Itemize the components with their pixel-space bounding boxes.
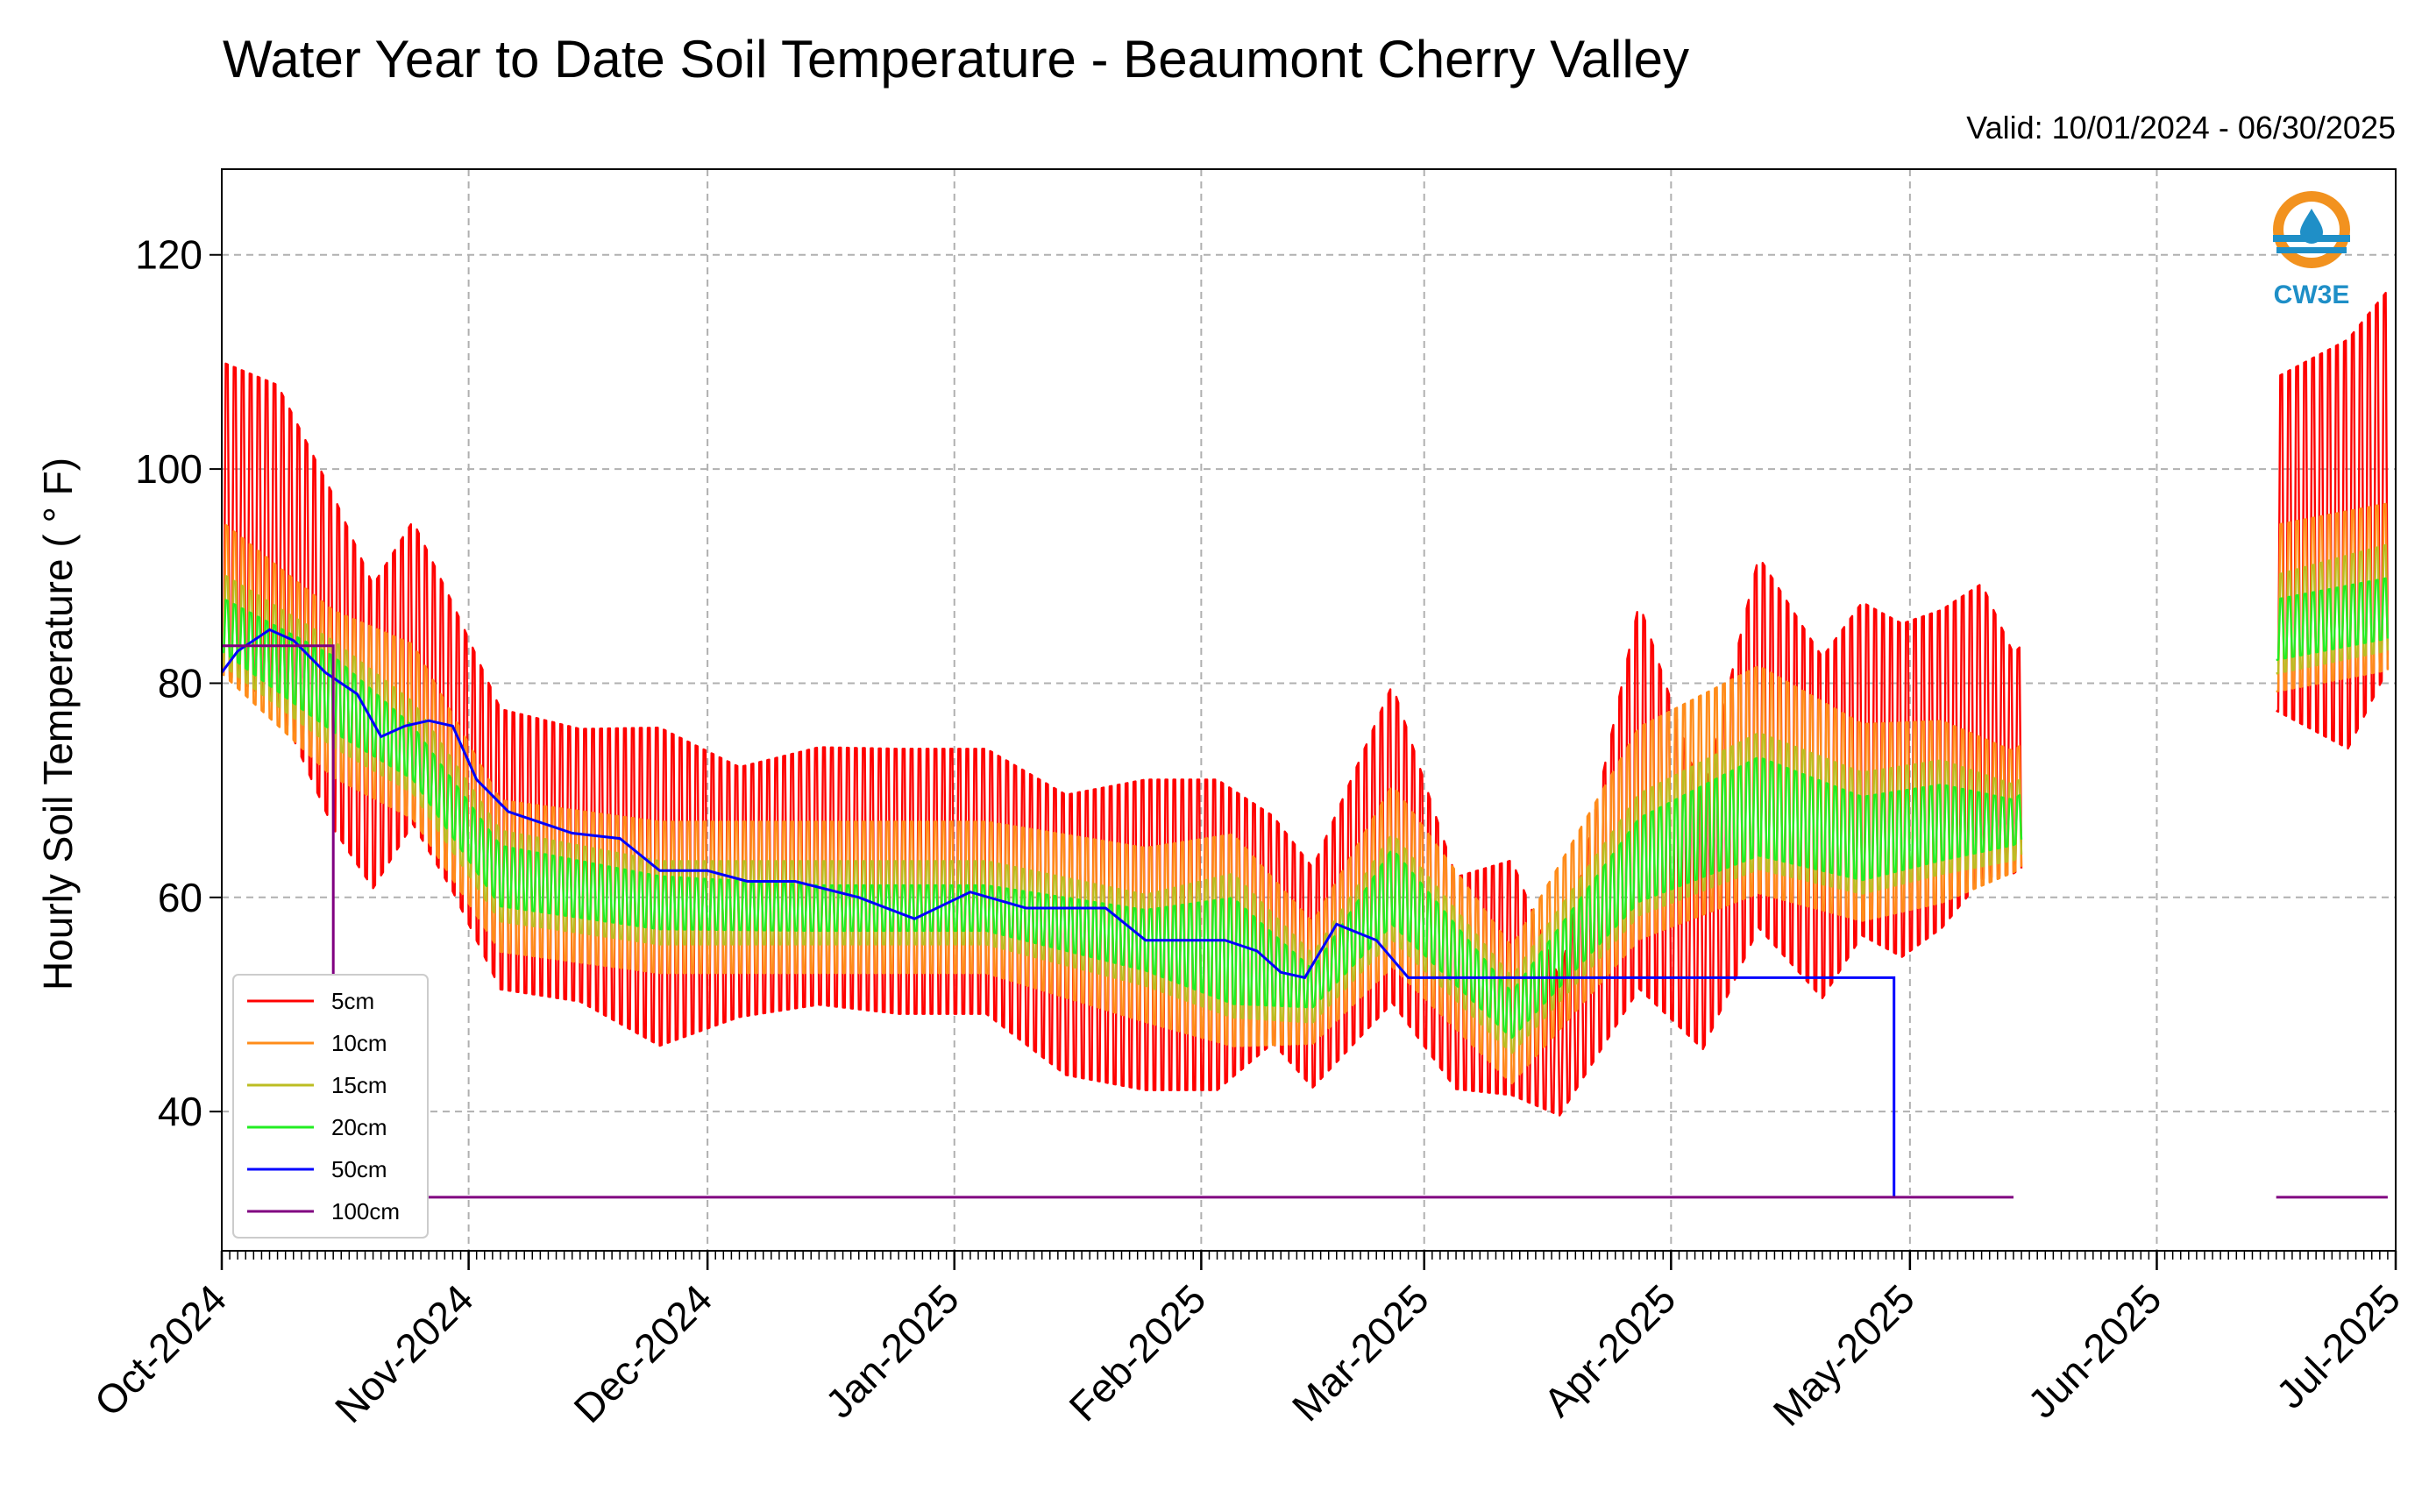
gridlines xyxy=(221,169,2397,1251)
logo-text: CW3E xyxy=(2274,280,2350,309)
y-tick-label: 60 xyxy=(158,875,202,920)
chart-title: Water Year to Date Soil Temperature - Be… xyxy=(223,30,1689,89)
cw3e-logo: CW3E xyxy=(2273,191,2350,309)
x-tick-label: Dec-2024 xyxy=(565,1275,721,1431)
series-line-50cm xyxy=(220,628,1896,1197)
legend-label-20cm: 20cm xyxy=(331,1114,387,1140)
plot-frame xyxy=(221,168,2397,1252)
legend-box xyxy=(232,974,429,1239)
x-tick-label: Jan-2025 xyxy=(816,1275,967,1426)
y-tick-label: 100 xyxy=(135,446,202,492)
legend-label-15cm: 15cm xyxy=(331,1072,387,1098)
x-tick-label: Feb-2025 xyxy=(1060,1275,1214,1430)
x-tick-label: Mar-2025 xyxy=(1283,1275,1438,1430)
series-line-20cm xyxy=(221,577,2390,1040)
legend-label-5cm: 5cm xyxy=(331,988,374,1014)
x-tick-label: Oct-2024 xyxy=(86,1275,236,1425)
x-tick-label: Jul-2025 xyxy=(2268,1275,2410,1417)
chart-subtitle: Valid: 10/01/2024 - 06/30/2025 xyxy=(1966,110,2396,146)
legend-label-50cm: 50cm xyxy=(331,1156,387,1182)
x-tick-label: Apr-2025 xyxy=(1535,1275,1685,1425)
x-tick-label: Jun-2025 xyxy=(2019,1275,2170,1426)
y-tick-label: 80 xyxy=(158,660,202,706)
y-tick-label: 40 xyxy=(158,1089,202,1134)
series-layer xyxy=(220,291,2390,1199)
legend: 5cm 10cm 15cm 20cm 50cm 100cm xyxy=(232,974,429,1239)
legend-label-10cm: 10cm xyxy=(331,1030,387,1056)
y-tick-label: 120 xyxy=(135,232,202,278)
series-line-100cm xyxy=(222,644,2014,1199)
x-tick-label: May-2025 xyxy=(1765,1275,1923,1434)
logo-wave-band xyxy=(2276,247,2347,253)
y-axis-label: Hourly Soil Temperature ( ° F) xyxy=(35,458,81,990)
water-drop-sun-icon xyxy=(2300,209,2323,244)
x-tick-label: Nov-2024 xyxy=(326,1275,482,1431)
legend-label-100cm: 100cm xyxy=(331,1198,400,1225)
